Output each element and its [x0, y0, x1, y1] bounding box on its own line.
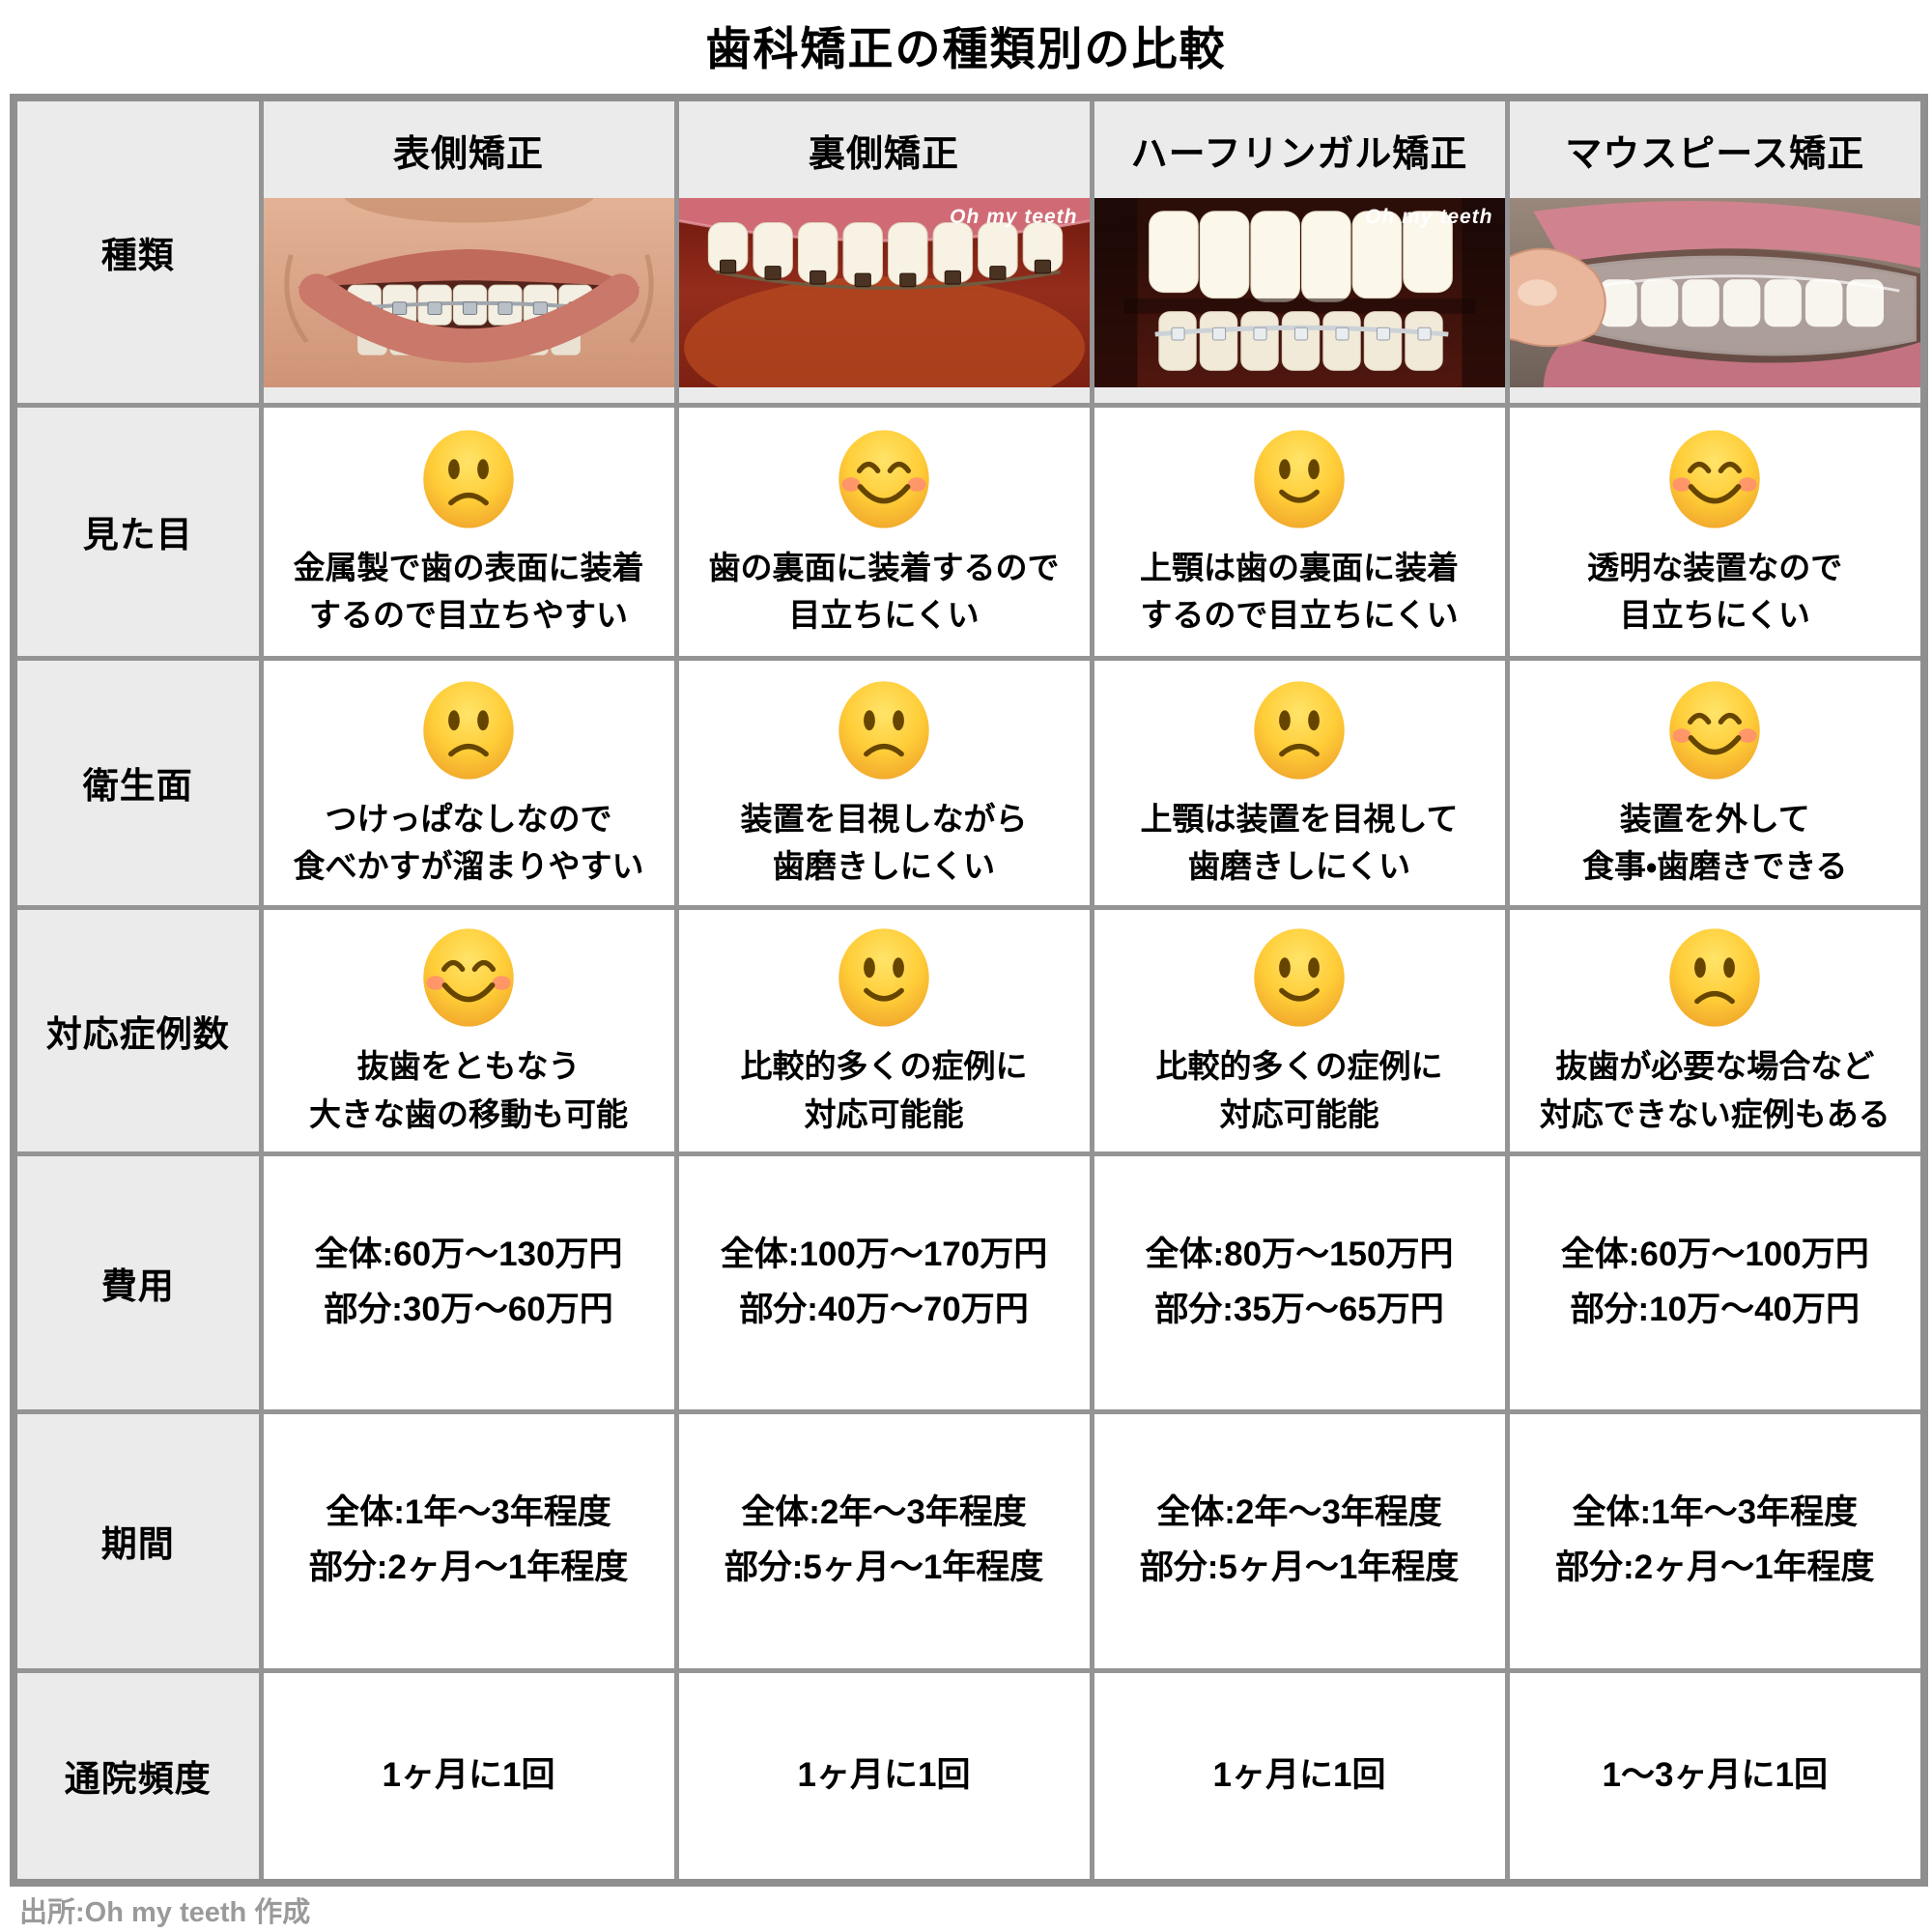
page-title: 歯科矯正の種類別の比較 — [705, 23, 1227, 74]
slightly-frowning-face-icon — [266, 424, 671, 534]
table-row-cost: 費用 全体:60万〜130万円 部分:30万〜60万円 全体:100万〜170万… — [11, 1151, 1927, 1414]
cell-caption: 歯の裏面に装着するので 目立ちにくい — [708, 549, 1060, 634]
type-cell-front-braces: 表側矯正 — [258, 95, 679, 408]
cell-hygiene-mouthpiece: 装置を外して 食事・歯磨きできる — [1504, 655, 1927, 910]
smiling-face-with-smiling-eyes-icon — [681, 424, 1087, 534]
type-cell-mouthpiece: マウスピース矯正 — [1504, 95, 1927, 408]
column-header-lingual-braces: 裏側矯正 — [808, 133, 959, 175]
cell-visits-half-lingual: 1ヶ月に1回 — [1089, 1667, 1510, 1886]
cell-period-front-braces: 全体:1年〜3年程度 部分:2ヶ月〜1年程度 — [258, 1408, 679, 1673]
photo-watermark: Oh my teeth — [950, 206, 1078, 228]
slightly-frowning-face-icon — [1096, 675, 1502, 785]
cell-caption: 透明な装置なので 目立ちにくい — [1587, 549, 1843, 634]
cell-cases-half-lingual: 比較的多くの症例に 対応可能能 — [1089, 904, 1510, 1156]
column-header-mouthpiece: マウスピース矯正 — [1565, 133, 1865, 175]
cell-period-half-lingual: 全体:2年〜3年程度 部分:5ヶ月〜1年程度 — [1089, 1408, 1510, 1673]
cell-visits-lingual-braces: 1ヶ月に1回 — [673, 1667, 1094, 1886]
type-cell-half-lingual: ハーフリンガル矯正 Oh my teeth — [1089, 95, 1510, 408]
row-label-cost: 費用 — [11, 1151, 264, 1414]
cell-caption: つけっぱなしなので 食べかすが溜まりやすい — [293, 800, 644, 885]
row-label-visits: 通院頻度 — [11, 1667, 264, 1886]
cell-visits-front-braces: 1ヶ月に1回 — [258, 1667, 679, 1886]
cell-caption: 金属製で歯の表面に装着 するので目立ちやすい — [293, 549, 644, 634]
cell-caption: 上顎は装置を目視して 歯磨きしにくい — [1140, 800, 1459, 885]
column-header-half-lingual: ハーフリンガル矯正 — [1130, 133, 1468, 175]
cell-hygiene-lingual-braces: 装置を目視しながら 歯磨きしにくい — [673, 655, 1094, 910]
column-header-front-braces: 表側矯正 — [392, 133, 544, 175]
slightly-smiling-face-icon — [1096, 424, 1502, 534]
cell-caption: 装置を目視しながら 歯磨きしにくい — [740, 800, 1028, 885]
cell-hygiene-front-braces: つけっぱなしなので 食べかすが溜まりやすい — [258, 655, 679, 910]
cell-caption: 抜歯をともなう 大きな歯の移動も可能 — [309, 1048, 628, 1132]
table-row-looks: 見た目 金属製で歯の表面に装着 するので目立ちやすい 歯の裏面に装着するので 目… — [11, 402, 1927, 661]
cell-cost-lingual-braces: 全体:100万〜170万円 部分:40万〜70万円 — [673, 1151, 1094, 1414]
cell-caption: 上顎は歯の裏面に装着 するので目立ちにくい — [1140, 549, 1459, 634]
table-row-visits: 通院頻度 1ヶ月に1回 1ヶ月に1回 1ヶ月に1回 1〜3ヶ月に1回 — [11, 1667, 1927, 1886]
cell-cases-lingual-braces: 比較的多くの症例に 対応可能能 — [673, 904, 1094, 1156]
row-label-type: 種類 — [11, 95, 264, 408]
lingual-braces-photo-art — [681, 198, 1087, 387]
table-row-period: 期間 全体:1年〜3年程度 部分:2ヶ月〜1年程度 全体:2年〜3年程度 部分:… — [11, 1408, 1927, 1673]
smiling-face-with-smiling-eyes-icon — [1512, 424, 1919, 534]
source-note: 出所:Oh my teeth 作成 — [19, 1897, 311, 1928]
smiling-face-with-smiling-eyes-icon — [266, 923, 671, 1033]
cell-looks-front-braces: 金属製で歯の表面に装着 するので目立ちやすい — [258, 402, 679, 661]
type-cell-lingual-braces: 裏側矯正 Oh my teeth — [673, 95, 1094, 408]
table-row-hygiene: 衛生面 つけっぱなしなので 食べかすが溜まりやすい 装置を目視しながら 歯磨きし… — [11, 655, 1927, 910]
row-label-looks: 見た目 — [11, 402, 264, 661]
table-row-cases: 対応症例数 抜歯をともなう 大きな歯の移動も可能 比較的多くの症例に 対応可能能… — [11, 904, 1927, 1156]
slightly-frowning-face-icon — [1512, 923, 1919, 1033]
photo-watermark: Oh my teeth — [1365, 206, 1493, 228]
cell-caption: 比較的多くの症例に 対応可能能 — [1155, 1048, 1443, 1132]
cell-looks-half-lingual: 上顎は歯の裏面に装着 するので目立ちにくい — [1089, 402, 1510, 661]
cell-cases-mouthpiece: 抜歯が必要な場合など 対応できない症例もある — [1504, 904, 1927, 1156]
row-label-cases: 対応症例数 — [11, 904, 264, 1156]
comparison-table: 種類 表側矯正 裏側矯正 Oh my teeth ハーフリンガル矯正 Oh my… — [10, 94, 1928, 1887]
photo-lingual-braces: Oh my teeth — [681, 198, 1087, 387]
cell-caption: 比較的多くの症例に 対応可能能 — [740, 1048, 1028, 1132]
cell-looks-lingual-braces: 歯の裏面に装着するので 目立ちにくい — [673, 402, 1094, 661]
cell-caption: 装置を外して 食事・歯磨きできる — [1581, 800, 1848, 885]
slightly-smiling-face-icon — [1096, 923, 1502, 1033]
cell-cost-mouthpiece: 全体:60万〜100万円 部分:10万〜40万円 — [1504, 1151, 1927, 1414]
cell-hygiene-half-lingual: 上顎は装置を目視して 歯磨きしにくい — [1089, 655, 1510, 910]
half-lingual-photo-art — [1096, 198, 1502, 387]
table-row-type: 種類 表側矯正 裏側矯正 Oh my teeth ハーフリンガル矯正 Oh my… — [11, 95, 1927, 408]
cell-cost-front-braces: 全体:60万〜130万円 部分:30万〜60万円 — [258, 1151, 679, 1414]
cell-cases-front-braces: 抜歯をともなう 大きな歯の移動も可能 — [258, 904, 679, 1156]
row-label-hygiene: 衛生面 — [11, 655, 264, 910]
cell-visits-mouthpiece: 1〜3ヶ月に1回 — [1504, 1667, 1927, 1886]
row-label-period: 期間 — [11, 1408, 264, 1673]
photo-mouthpiece — [1512, 198, 1919, 387]
photo-front-braces — [266, 198, 671, 387]
slightly-smiling-face-icon — [681, 923, 1087, 1033]
cell-looks-mouthpiece: 透明な装置なので 目立ちにくい — [1504, 402, 1927, 661]
cell-caption: 抜歯が必要な場合など 対応できない症例もある — [1539, 1048, 1890, 1132]
cell-period-mouthpiece: 全体:1年〜3年程度 部分:2ヶ月〜1年程度 — [1504, 1408, 1927, 1673]
cell-period-lingual-braces: 全体:2年〜3年程度 部分:5ヶ月〜1年程度 — [673, 1408, 1094, 1673]
photo-half-lingual: Oh my teeth — [1096, 198, 1502, 387]
mouthpiece-photo-art — [1512, 198, 1919, 387]
cell-cost-half-lingual: 全体:80万〜150万円 部分:35万〜65万円 — [1089, 1151, 1510, 1414]
slightly-frowning-face-icon — [266, 675, 671, 785]
smiling-face-with-smiling-eyes-icon — [1512, 675, 1919, 785]
front-braces-photo-art — [266, 198, 671, 387]
slightly-frowning-face-icon — [681, 675, 1087, 785]
